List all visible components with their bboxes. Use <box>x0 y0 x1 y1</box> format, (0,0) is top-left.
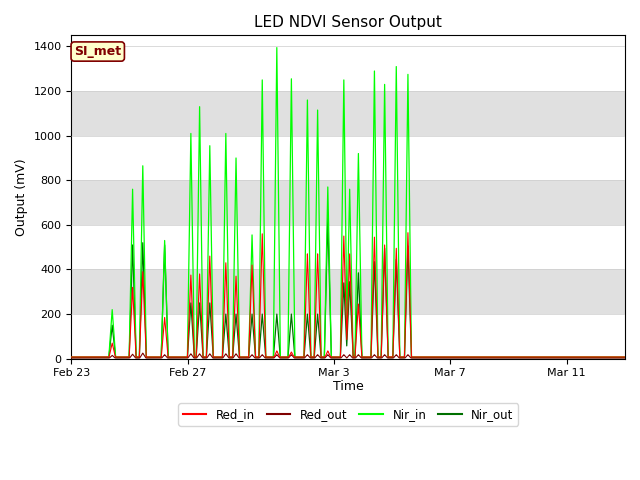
Text: SI_met: SI_met <box>74 45 122 58</box>
Bar <box>72 180 625 225</box>
Bar <box>72 269 625 314</box>
Legend: Red_in, Red_out, Nir_in, Nir_out: Red_in, Red_out, Nir_in, Nir_out <box>178 403 518 426</box>
Y-axis label: Output (mV): Output (mV) <box>15 158 28 236</box>
Bar <box>72 91 625 136</box>
X-axis label: Time: Time <box>333 380 364 393</box>
Title: LED NDVI Sensor Output: LED NDVI Sensor Output <box>254 15 442 30</box>
